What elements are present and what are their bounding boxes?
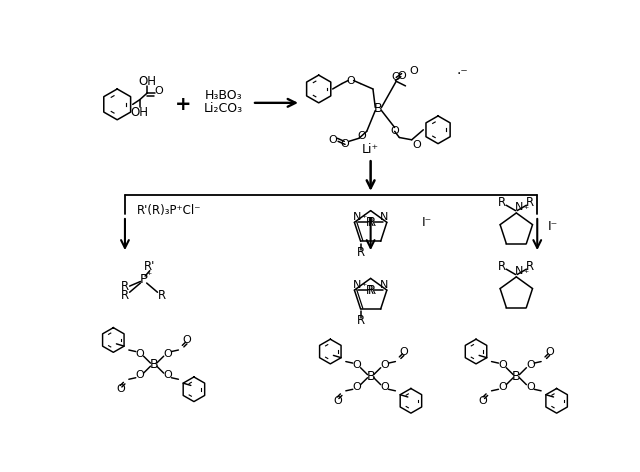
Text: O: O <box>498 382 507 392</box>
Text: B: B <box>149 358 158 371</box>
Text: Li⁺: Li⁺ <box>362 143 379 156</box>
Text: O: O <box>155 85 163 95</box>
Text: B: B <box>512 370 520 383</box>
Text: O: O <box>346 76 355 85</box>
Text: R: R <box>499 196 506 209</box>
Text: O: O <box>413 140 422 150</box>
Text: N: N <box>353 280 362 290</box>
Text: O: O <box>357 131 365 141</box>
Text: R: R <box>367 216 376 229</box>
Text: N: N <box>380 212 388 222</box>
Text: O: O <box>352 361 361 371</box>
Text: R: R <box>356 314 365 327</box>
Text: O: O <box>380 361 389 371</box>
Text: OH: OH <box>138 75 156 88</box>
Text: O: O <box>390 126 399 136</box>
Text: O: O <box>182 335 191 345</box>
Text: R'(R)₃P⁺Cl⁻: R'(R)₃P⁺Cl⁻ <box>137 204 202 217</box>
Text: R': R' <box>144 260 156 273</box>
Text: O: O <box>399 346 408 356</box>
Text: R: R <box>121 279 129 293</box>
Text: ⁺: ⁺ <box>361 214 366 224</box>
Text: OH: OH <box>131 106 148 119</box>
Text: O: O <box>116 384 125 394</box>
Text: O: O <box>392 72 401 83</box>
Text: R: R <box>158 289 166 302</box>
Text: I⁻: I⁻ <box>548 219 558 233</box>
Text: R: R <box>526 196 534 209</box>
Text: O: O <box>397 71 406 81</box>
Text: O: O <box>409 66 418 76</box>
Text: O: O <box>526 361 534 371</box>
Text: R: R <box>356 246 365 259</box>
Text: Li₂CO₃: Li₂CO₃ <box>204 102 243 115</box>
Text: O: O <box>479 396 488 406</box>
Text: ⁺: ⁺ <box>523 205 528 215</box>
Text: R: R <box>526 260 534 273</box>
Text: R: R <box>365 216 374 229</box>
Text: N: N <box>353 212 362 222</box>
Text: O: O <box>333 396 342 406</box>
Text: O: O <box>135 371 144 380</box>
Text: +: + <box>175 95 191 114</box>
Text: O: O <box>328 135 337 145</box>
Text: N: N <box>380 280 388 290</box>
Text: ⁺: ⁺ <box>147 271 152 281</box>
Text: R: R <box>365 284 374 296</box>
Text: N: N <box>515 202 524 212</box>
Text: O: O <box>163 349 172 359</box>
Text: ⁺: ⁺ <box>361 282 366 292</box>
Text: H₃BO₃: H₃BO₃ <box>205 89 242 101</box>
Text: ⁺: ⁺ <box>523 269 528 279</box>
Text: O: O <box>352 382 361 392</box>
Text: O: O <box>380 382 389 392</box>
Text: O: O <box>545 346 554 356</box>
Text: R: R <box>367 284 376 296</box>
Text: R: R <box>499 260 506 273</box>
Text: O: O <box>340 139 349 150</box>
Text: O: O <box>526 382 534 392</box>
Text: N: N <box>515 266 524 276</box>
Text: O: O <box>163 371 172 380</box>
Text: I⁻: I⁻ <box>422 216 433 229</box>
Text: O: O <box>498 361 507 371</box>
Text: B: B <box>374 102 383 116</box>
Text: ·⁻: ·⁻ <box>456 67 468 81</box>
Text: B: B <box>366 370 375 383</box>
Text: R: R <box>121 289 129 302</box>
Text: P: P <box>140 273 148 287</box>
Text: O: O <box>135 349 144 359</box>
